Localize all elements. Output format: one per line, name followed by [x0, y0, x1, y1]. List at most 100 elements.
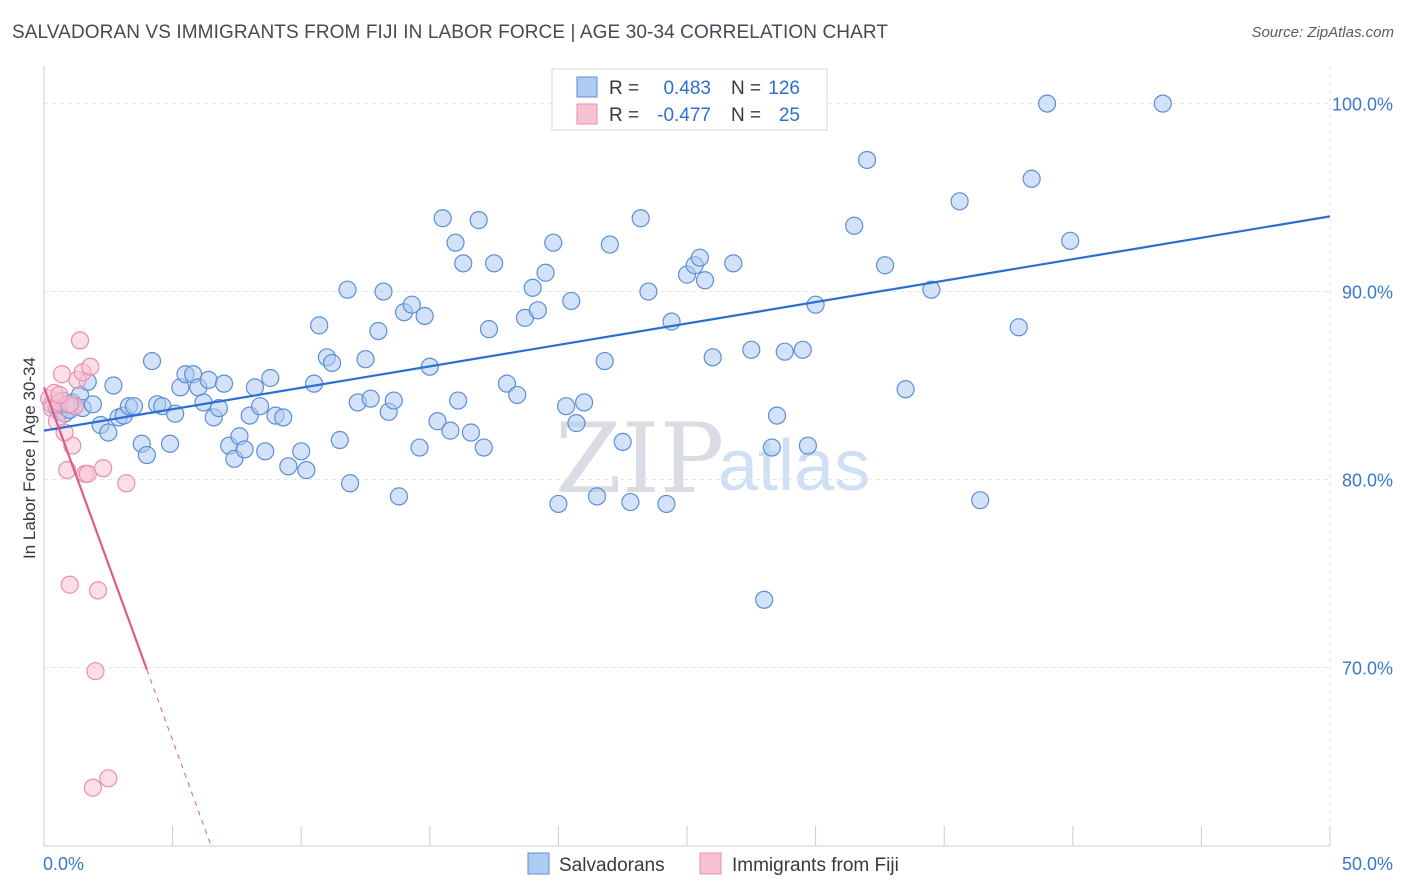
salvadoran-point-111 [775, 342, 794, 361]
source-credit: Source: ZipAtlas.com [1251, 24, 1394, 41]
salvadoran-point-60 [369, 321, 388, 341]
salvadoran-point-123 [1022, 169, 1041, 188]
legend-r-label-2: R = [609, 105, 639, 126]
salvadoran-point-44 [261, 368, 280, 388]
salvadoran-point-95 [613, 432, 632, 452]
y-axis-tick-labels: 100.0% 90.0% 80.0% 70.0% [1332, 95, 1393, 679]
salvadoran-point-108 [755, 590, 774, 609]
fiji-point-17 [86, 662, 105, 681]
fiji-point-6 [58, 460, 77, 480]
watermark-atlas: atlas [718, 426, 870, 506]
chart-title: SALVADORAN VS IMMIGRANTS FROM FIJI IN LA… [12, 22, 889, 43]
salvadoran-point-41 [245, 378, 265, 397]
fiji-point-19 [94, 459, 113, 478]
salvadoran-point-59 [361, 389, 380, 408]
salvadoran-point-32 [199, 370, 218, 389]
salvadoran-point-58 [356, 350, 375, 369]
fiji-point-18 [88, 581, 108, 600]
y-tick-label-3: 70.0% [1342, 658, 1393, 678]
salvadoran-point-109 [762, 438, 781, 457]
series-legend: Salvadorans Immigrants from Fiji [527, 852, 899, 876]
salvadoran-point-106 [724, 254, 743, 273]
salvadoran-point-112 [793, 340, 812, 359]
salvadoran-point-78 [479, 320, 499, 339]
salvadoran-point-75 [461, 423, 481, 442]
salvadoran-point-77 [474, 438, 493, 457]
salvadoran-point-74 [454, 254, 473, 273]
series-legend-label-fiji: Immigrants from Fiji [732, 855, 899, 876]
salvadoran-point-80 [497, 374, 517, 393]
salvadoran-point-122 [1009, 318, 1028, 337]
x-tick-label-0: 0.0% [43, 854, 84, 874]
salvadoran-point-119 [922, 280, 941, 299]
series-legend-swatch-fiji [699, 852, 722, 875]
salvadoran-point-105 [703, 348, 722, 367]
salvadoran-point-43 [256, 442, 275, 461]
salvadoran-point-70 [428, 412, 447, 431]
salvadoran-point-67 [410, 438, 429, 457]
salvadoran-point-81 [508, 385, 527, 405]
salvadoran-point-42 [250, 397, 270, 416]
salvadoran-point-53 [322, 353, 342, 373]
salvadoran-point-73 [448, 391, 468, 410]
salvadoran-point-48 [292, 442, 311, 461]
legend-swatch-pink [576, 103, 598, 125]
salvadoran-point-25 [160, 434, 180, 453]
x-axis-tick-labels: 0.0% 50.0% [43, 854, 1393, 874]
salvadoran-point-96 [621, 492, 640, 512]
salvadoran-point-34 [209, 398, 228, 418]
legend-r-label-1: R = [609, 78, 639, 99]
salvadoran-point-113 [798, 436, 817, 455]
trend-lines [42, 215, 1331, 847]
salvadoran-point-125 [1061, 231, 1080, 250]
salvadoran-point-115 [845, 216, 864, 235]
salvadoran-point-126 [1153, 94, 1172, 113]
salvadoran-point-88 [557, 397, 576, 416]
salvadoran-point-94 [600, 235, 619, 254]
legend-n-value-1: 126 [768, 78, 800, 99]
fiji-point-7 [60, 575, 79, 594]
legend-r-value-1: 0.483 [663, 78, 711, 99]
salvadoran-point-103 [690, 248, 709, 267]
salvadoran-point-98 [639, 282, 658, 301]
salvadoran-point-51 [310, 316, 329, 335]
salvadoran-point-21 [137, 445, 156, 465]
salvadoran-point-22 [142, 351, 162, 371]
fiji-point-14 [78, 464, 97, 483]
salvadoran-point-39 [235, 440, 254, 459]
salvadoran-point-47 [279, 457, 298, 476]
y-tick-label-0: 100.0% [1332, 95, 1393, 115]
salvadoran-point-90 [567, 414, 586, 433]
salvadoran-point-116 [857, 150, 877, 170]
x-tick-label-1: 50.0% [1342, 854, 1393, 874]
salvadoran-point-118 [896, 380, 915, 399]
stats-legend: R = 0.483 N = 126 R = -0.477 N = 25 [551, 68, 828, 131]
legend-swatch-blue [576, 76, 598, 98]
salvadoran-point-92 [587, 487, 607, 506]
salvadoran-point-87 [549, 494, 568, 514]
fiji-points [40, 331, 136, 797]
salvadoran-point-15 [104, 376, 123, 395]
salvadoran-point-54 [330, 430, 349, 450]
salvadoran-point-56 [340, 474, 360, 493]
x-axis-ticks [43, 826, 1331, 846]
fiji-trend-line-extension [146, 669, 212, 847]
salvadoran-point-127 [446, 233, 465, 252]
salvadoran-point-107 [742, 340, 761, 359]
fiji-point-24 [50, 385, 69, 405]
salvadoran-point-110 [767, 406, 787, 425]
salvadoran-point-71 [433, 209, 452, 228]
fiji-point-11 [70, 331, 90, 350]
legend-r-value-2: -0.477 [657, 105, 711, 126]
fiji-point-5 [52, 365, 72, 384]
salvadorans-points [42, 94, 1172, 609]
stats-legend-box [551, 68, 828, 131]
y-tick-label-2: 80.0% [1342, 470, 1393, 490]
fiji-trend-line [42, 387, 148, 670]
salvadoran-point-12 [83, 395, 102, 414]
salvadoran-point-124 [1037, 94, 1057, 113]
series-legend-label-salvadorans: Salvadorans [559, 855, 665, 876]
salvadoran-point-85 [536, 263, 555, 282]
salvadoran-point-93 [595, 351, 614, 371]
